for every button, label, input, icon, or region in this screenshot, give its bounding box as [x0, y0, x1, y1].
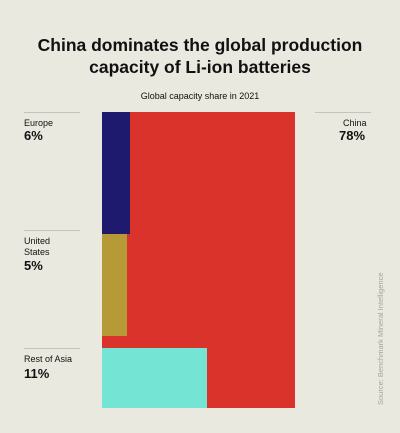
united-states-value: 5% — [24, 258, 43, 273]
united-states-rule — [24, 230, 80, 231]
china-value: 78% — [339, 128, 366, 143]
source-note: Source: Benchmark Mineral Intelligence — [376, 272, 385, 405]
treemap-segment-europe — [102, 112, 130, 235]
chart-title-line-2: capacity of Li-ion batteries — [89, 57, 311, 77]
china-label: China — [343, 118, 367, 128]
rest-of-asia-label: Rest of Asia — [24, 354, 73, 364]
chart-title: China dominates the global production ca… — [0, 34, 400, 78]
treemap — [102, 112, 295, 408]
united-states-label-line-2: States — [24, 247, 50, 257]
united-states-label: United States — [24, 236, 50, 258]
chart-title-line-1: China dominates the global production — [37, 35, 363, 55]
europe-label: Europe — [24, 118, 54, 128]
europe-rule — [24, 112, 80, 113]
rest-of-asia-value: 11% — [24, 366, 50, 381]
rest-of-asia-rule — [24, 348, 80, 349]
treemap-segment-rest-of-asia — [102, 348, 207, 408]
china-rule — [315, 112, 371, 113]
europe-value: 6% — [24, 128, 43, 143]
united-states-label-line-1: United — [24, 236, 51, 246]
treemap-segment-united-states — [102, 234, 127, 337]
chart-subtitle: Global capacity share in 2021 — [140, 91, 260, 101]
